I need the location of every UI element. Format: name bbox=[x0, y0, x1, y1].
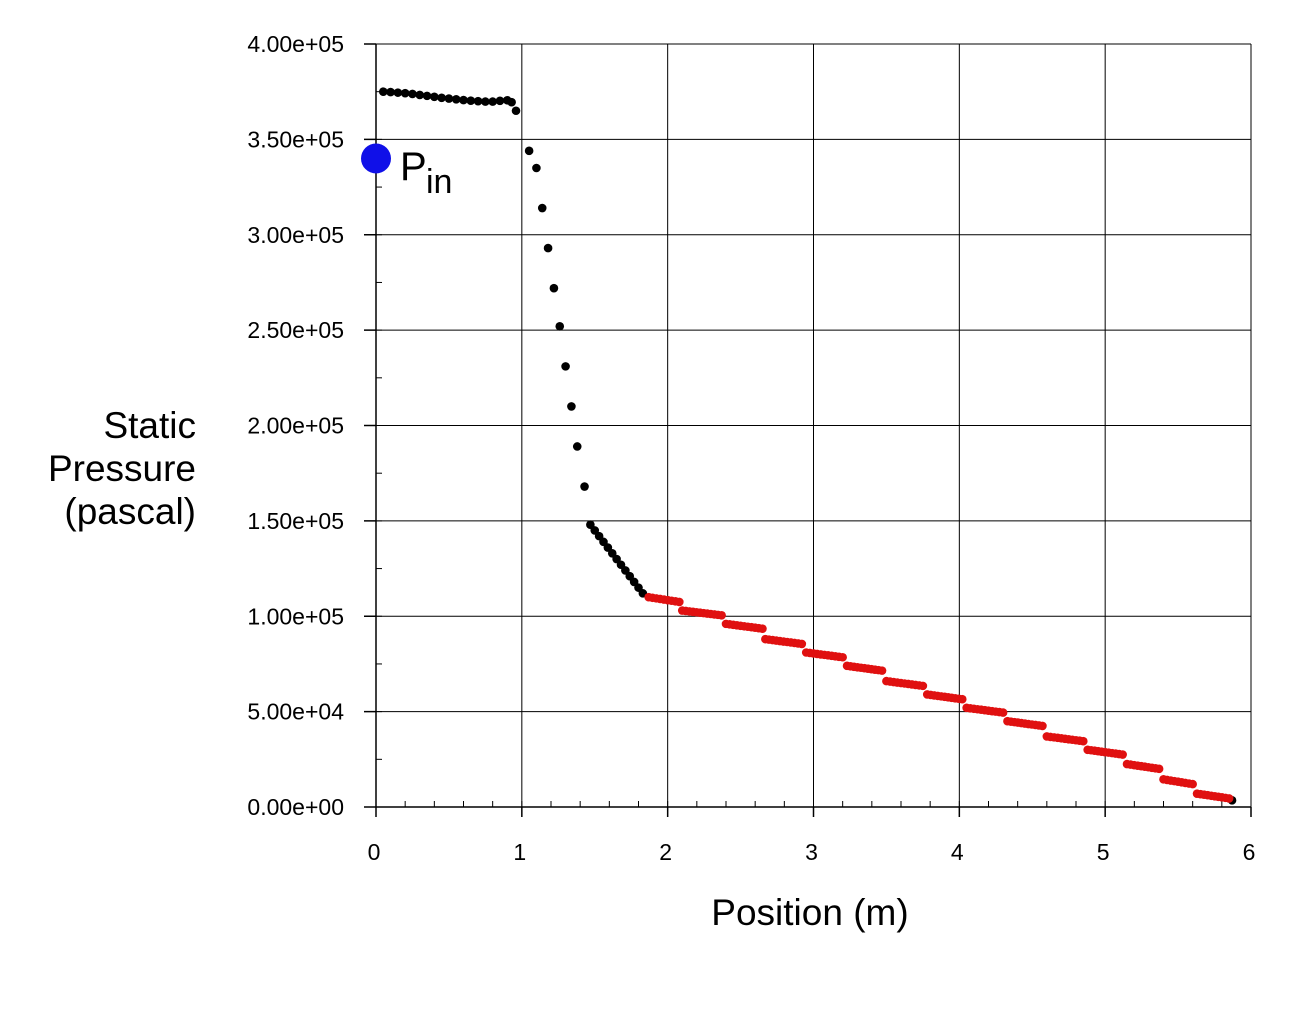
y-axis-title-line-0: Static bbox=[103, 405, 196, 446]
data-point-red bbox=[998, 708, 1008, 717]
data-point bbox=[495, 96, 505, 106]
data-point-red bbox=[1118, 750, 1127, 759]
x-tick-label-0: 0 bbox=[368, 839, 381, 865]
data-point bbox=[408, 89, 417, 99]
data-point bbox=[537, 203, 547, 213]
x-tick-label-2: 2 bbox=[659, 839, 672, 865]
data-point bbox=[543, 243, 553, 253]
x-tick-labels: 0 1 2 3 4 5 6 bbox=[368, 839, 1256, 865]
y-axis-title-line-1: Pressure bbox=[48, 448, 196, 489]
y-tick-label-0: 0.00e+00 bbox=[247, 794, 344, 820]
data-point bbox=[532, 163, 541, 173]
data-point bbox=[580, 482, 589, 491]
data-point-red bbox=[797, 639, 807, 649]
x-tick-label-3: 3 bbox=[805, 839, 818, 865]
data-point bbox=[511, 106, 521, 116]
minor-ticks bbox=[376, 91, 1223, 807]
data-point bbox=[561, 362, 570, 371]
data-point-red bbox=[957, 694, 967, 704]
p-in-subscript: in bbox=[426, 163, 452, 201]
data-point-red bbox=[1224, 794, 1234, 803]
data-point-red bbox=[675, 597, 684, 607]
x-tick-label-5: 5 bbox=[1097, 839, 1110, 865]
data-point bbox=[386, 87, 395, 97]
data-point-red bbox=[918, 681, 928, 691]
y-tick-label-5: 2.50e+05 bbox=[247, 317, 344, 343]
data-point bbox=[378, 87, 388, 96]
data-points bbox=[378, 87, 1237, 805]
data-point bbox=[567, 402, 576, 411]
data-point bbox=[507, 97, 516, 107]
data-point bbox=[524, 146, 534, 156]
data-point bbox=[451, 95, 461, 104]
y-tick-label-1: 5.00e+04 bbox=[247, 699, 344, 725]
y-axis-title-line-2: (pascal) bbox=[64, 491, 196, 532]
y-tick-label-3: 1.50e+05 bbox=[247, 508, 344, 534]
data-point bbox=[459, 95, 468, 105]
data-point bbox=[393, 88, 403, 97]
x-tick-label-6: 6 bbox=[1243, 839, 1256, 865]
data-point bbox=[488, 97, 497, 106]
y-tick-label-4: 2.00e+05 bbox=[247, 413, 344, 439]
data-point-red bbox=[758, 624, 767, 633]
data-point bbox=[555, 322, 565, 331]
data-point-red bbox=[1078, 736, 1088, 746]
data-point-red bbox=[877, 666, 887, 675]
data-point bbox=[466, 96, 476, 105]
data-point bbox=[444, 94, 454, 103]
y-tick-labels: 0.00e+00 5.00e+04 1.00e+05 1.50e+05 2.00e+05… bbox=[247, 31, 344, 820]
data-point bbox=[473, 96, 483, 106]
data-point-red bbox=[1188, 779, 1197, 789]
p-in-label: P bbox=[400, 145, 427, 189]
data-point bbox=[430, 92, 439, 102]
y-tick-label-8: 4.00e+05 bbox=[247, 31, 344, 57]
data-point-red bbox=[1038, 721, 1047, 731]
data-point bbox=[415, 90, 425, 100]
x-tick-label-1: 1 bbox=[513, 839, 526, 865]
x-tick-label-4: 4 bbox=[951, 839, 964, 865]
data-point-red bbox=[838, 652, 847, 662]
x-axis-title: Position (m) bbox=[711, 892, 908, 933]
data-point bbox=[437, 93, 446, 103]
p-in-marker bbox=[361, 143, 391, 174]
y-tick-label-6: 3.00e+05 bbox=[247, 222, 344, 248]
data-point bbox=[481, 97, 490, 106]
y-tick-label-7: 3.50e+05 bbox=[247, 126, 344, 152]
data-point bbox=[400, 88, 410, 98]
data-point-red bbox=[717, 610, 726, 620]
data-point bbox=[422, 91, 432, 101]
data-point bbox=[549, 283, 559, 293]
data-point bbox=[572, 442, 582, 451]
y-tick-label-2: 1.00e+05 bbox=[247, 603, 344, 629]
data-point-red bbox=[1154, 764, 1164, 774]
